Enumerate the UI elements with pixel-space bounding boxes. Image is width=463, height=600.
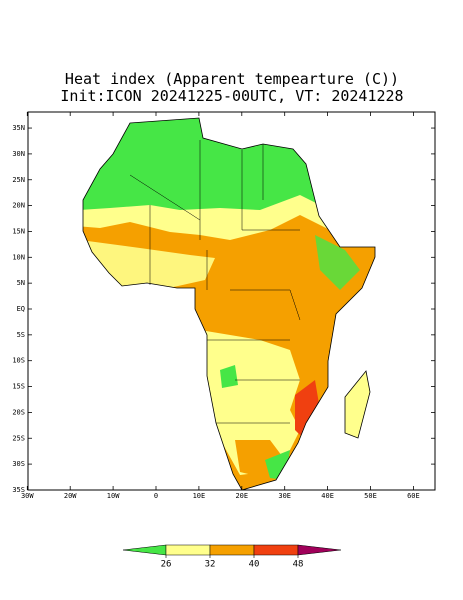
lat-tick-label: EQ — [17, 305, 25, 313]
lat-tick-label: 15N — [12, 227, 25, 235]
lat-tick-label: 5N — [17, 279, 25, 287]
colorbar-label: 26 — [161, 560, 172, 570]
lat-tick-label: 35S — [12, 486, 25, 494]
colorbar-segment — [253, 544, 299, 556]
colorbar-segment — [209, 544, 255, 556]
lon-tick-label: 20E — [235, 492, 248, 500]
colorbar: 26 32 40 48 — [122, 544, 342, 570]
colorbar-label: 40 — [249, 560, 260, 570]
lat-tick-label: 25S — [12, 434, 25, 442]
lat-tick-label: 25N — [12, 176, 25, 184]
lon-tick-label: 20W — [64, 492, 77, 500]
colorbar-segment — [165, 544, 211, 556]
lat-tick-label: 20S — [12, 408, 25, 416]
lon-tick-label: 50E — [364, 492, 377, 500]
lat-tick-label: 30S — [12, 460, 25, 468]
lon-tick-label: 40E — [321, 492, 334, 500]
colorbar-label: 32 — [205, 560, 216, 570]
lon-tick-label: 30E — [278, 492, 291, 500]
lat-tick-label: 10N — [12, 253, 25, 261]
lat-tick-label: 20N — [12, 202, 25, 210]
map-title: Heat index (Apparent tempearture (C)) — [65, 70, 399, 88]
lat-tick-label: 30N — [12, 150, 25, 158]
africa-coast — [82, 117, 376, 491]
borders — [129, 140, 301, 424]
lat-tick-label: 35N — [12, 124, 25, 132]
lon-tick-label: 0 — [154, 492, 158, 500]
colorbar-label: 48 — [293, 560, 304, 570]
axis-ticks: 35N 30N 25N 20N 15N 10N 5N EQ 5S 10S 15S 20S 25S 30S 3… — [12, 112, 435, 500]
lon-tick-label: 60E — [407, 492, 420, 500]
lat-tick-label: 5S — [17, 331, 25, 339]
colorbar-segment — [297, 544, 342, 556]
lon-tick-label: 10W — [107, 492, 120, 500]
lon-tick-label: 10E — [193, 492, 206, 500]
map-subtitle: Init:ICON 20241225-00UTC, VT: 20241228 — [60, 87, 403, 105]
lat-tick-label: 10S — [12, 357, 25, 365]
colorbar-segment — [122, 544, 167, 556]
lat-tick-label: 15S — [12, 383, 25, 391]
madagascar — [344, 370, 371, 439]
lon-tick-label: 30W — [21, 492, 34, 500]
